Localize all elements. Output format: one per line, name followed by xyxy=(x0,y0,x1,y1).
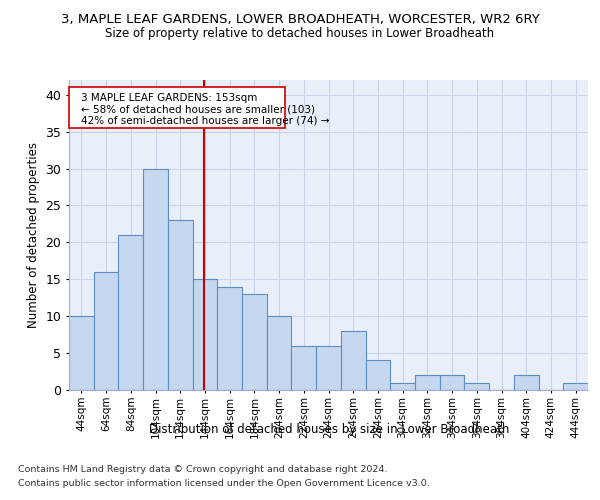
Bar xyxy=(390,382,415,390)
FancyBboxPatch shape xyxy=(69,88,285,128)
Bar xyxy=(69,316,94,390)
Bar xyxy=(514,375,539,390)
Bar xyxy=(242,294,267,390)
Bar xyxy=(341,331,365,390)
Bar xyxy=(365,360,390,390)
Text: Distribution of detached houses by size in Lower Broadheath: Distribution of detached houses by size … xyxy=(149,422,509,436)
Text: Contains HM Land Registry data © Crown copyright and database right 2024.: Contains HM Land Registry data © Crown c… xyxy=(18,465,388,474)
Bar xyxy=(143,168,168,390)
Bar xyxy=(292,346,316,390)
Bar xyxy=(118,235,143,390)
Text: Contains public sector information licensed under the Open Government Licence v3: Contains public sector information licen… xyxy=(18,479,430,488)
Bar xyxy=(464,382,489,390)
Text: 42% of semi-detached houses are larger (74) →: 42% of semi-detached houses are larger (… xyxy=(82,116,330,126)
Bar xyxy=(563,382,588,390)
Bar xyxy=(217,286,242,390)
Text: 3, MAPLE LEAF GARDENS, LOWER BROADHEATH, WORCESTER, WR2 6RY: 3, MAPLE LEAF GARDENS, LOWER BROADHEATH,… xyxy=(61,12,539,26)
Y-axis label: Number of detached properties: Number of detached properties xyxy=(27,142,40,328)
Bar xyxy=(193,280,217,390)
Text: ← 58% of detached houses are smaller (103): ← 58% of detached houses are smaller (10… xyxy=(82,104,316,115)
Bar xyxy=(415,375,440,390)
Bar xyxy=(168,220,193,390)
Bar xyxy=(267,316,292,390)
Bar xyxy=(94,272,118,390)
Text: Size of property relative to detached houses in Lower Broadheath: Size of property relative to detached ho… xyxy=(106,28,494,40)
Text: 3 MAPLE LEAF GARDENS: 153sqm: 3 MAPLE LEAF GARDENS: 153sqm xyxy=(82,92,258,102)
Bar xyxy=(440,375,464,390)
Bar xyxy=(316,346,341,390)
